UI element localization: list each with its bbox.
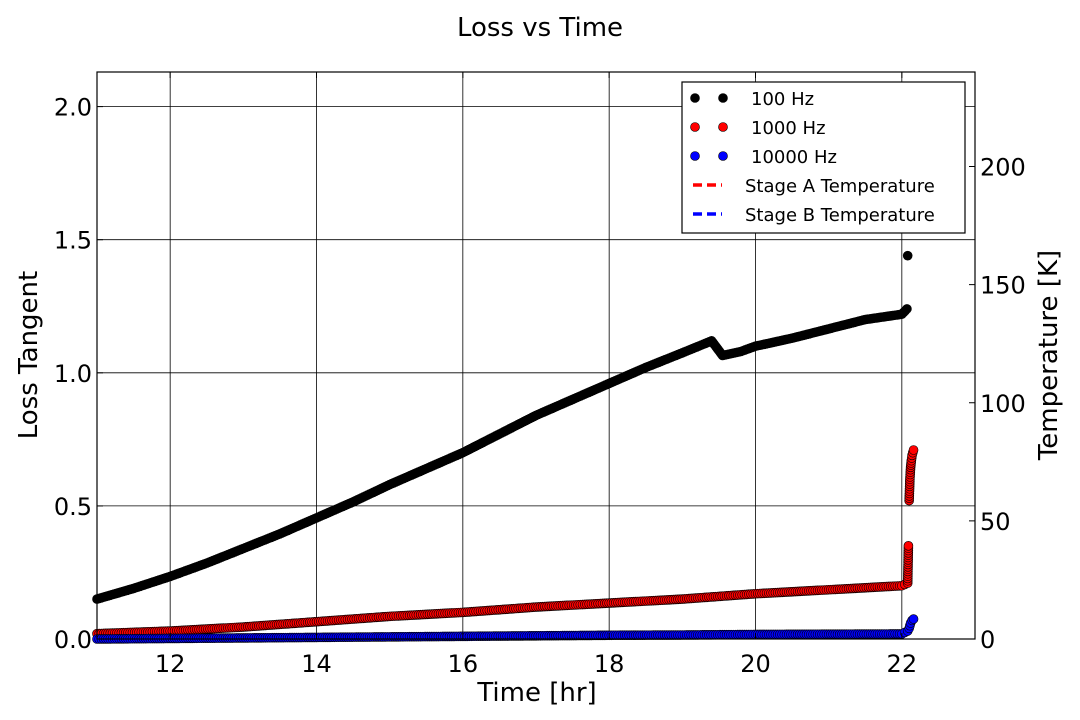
legend-marker <box>718 93 728 103</box>
legend-label: Stage B Temperature <box>745 205 935 226</box>
legend-marker <box>718 122 728 132</box>
legend-marker <box>718 151 728 161</box>
x-tick-label: 14 <box>301 650 332 678</box>
legend-label: Stage A Temperature <box>745 176 935 197</box>
x-tick-label: 12 <box>155 650 186 678</box>
y2-tick-label: 50 <box>980 508 1011 536</box>
data-point <box>902 250 913 261</box>
legend-label: 10000 Hz <box>751 147 837 168</box>
x-axis-label: Time [hr] <box>476 678 596 708</box>
y2-tick-label: 200 <box>980 154 1026 182</box>
series-100-hz <box>92 250 913 604</box>
y-tick-label: 0.0 <box>54 626 92 654</box>
y-tick-label: 2.0 <box>54 94 92 122</box>
y-tick-label: 1.5 <box>54 227 92 255</box>
legend-entry: 100 Hz <box>690 89 814 110</box>
chart-title: Loss vs Time <box>457 13 623 43</box>
series-1000-hz <box>92 445 919 639</box>
y-axis-label: Loss Tangent <box>14 271 44 439</box>
axis-ticks: 12 14 16 18 20 22 0.0 0.5 1.0 1.5 2.0 0 50 100 150 200 <box>54 72 1026 678</box>
legend-box <box>681 81 966 234</box>
legend: 100 Hz 1000 Hz 10000 Hz Stage A Temperature… <box>681 81 966 234</box>
y-tick-label: 1.0 <box>54 360 92 388</box>
x-tick-label: 16 <box>448 650 479 678</box>
legend-entry: Stage A Temperature <box>693 176 935 197</box>
data-point <box>908 614 919 624</box>
y2-tick-label: 150 <box>980 272 1026 300</box>
x-tick-label: 18 <box>594 650 625 678</box>
data-point <box>902 304 912 314</box>
y2-tick-label: 100 <box>980 390 1026 418</box>
y2-axis-label: Temperature [K] <box>1034 250 1064 461</box>
legend-entry: 10000 Hz <box>690 147 837 168</box>
plot-frame <box>96 71 976 640</box>
data-point <box>908 445 919 455</box>
y-tick-label: 0.5 <box>54 493 92 521</box>
legend-label: 1000 Hz <box>751 118 826 139</box>
legend-marker <box>690 93 700 103</box>
x-tick-label: 20 <box>740 650 771 678</box>
data-point <box>903 541 914 551</box>
legend-label: 100 Hz <box>751 89 814 110</box>
x-tick-label: 22 <box>887 650 918 678</box>
legend-marker <box>690 151 700 161</box>
data-points <box>92 250 919 644</box>
y2-tick-label: 0 <box>980 626 995 654</box>
legend-marker <box>690 122 700 132</box>
legend-entry: Stage B Temperature <box>693 205 935 226</box>
legend-entry: 1000 Hz <box>690 118 826 139</box>
